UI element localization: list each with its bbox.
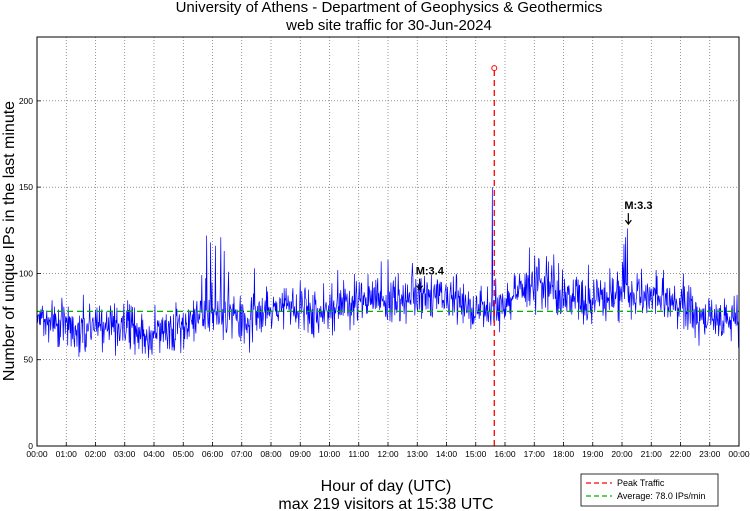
y-tick-label: 0 xyxy=(28,441,33,451)
x-tick-label: 10:00 xyxy=(319,449,341,459)
x-tick-label: 20:00 xyxy=(611,449,633,459)
y-axis-ticks: 0 50 100 150 200 xyxy=(19,96,41,451)
y-axis-label: Number of unique IPs in the last minute xyxy=(1,101,18,381)
y-tick-label: 50 xyxy=(24,355,34,365)
traffic-series xyxy=(36,187,740,359)
legend-peak-label: Peak Traffic xyxy=(617,478,665,488)
x-tick-label: 14:00 xyxy=(436,449,458,459)
x-tick-label: 00:00 xyxy=(26,449,48,459)
x-tick-label: 09:00 xyxy=(290,449,312,459)
peak-marker xyxy=(491,65,498,72)
x-tick-label: 15:00 xyxy=(465,449,487,459)
grid-lines xyxy=(37,37,739,446)
traffic-line xyxy=(36,187,740,359)
x-tick-label: 16:00 xyxy=(494,449,516,459)
x-tick-label: 03:00 xyxy=(114,449,136,459)
x-tick-label: 12:00 xyxy=(377,449,399,459)
x-tick-label: 11:00 xyxy=(348,449,369,459)
x-tick-label: 22:00 xyxy=(670,449,692,459)
chart-subtitle: max 219 visitors at 15:38 UTC xyxy=(278,496,493,511)
y-tick-label: 200 xyxy=(19,96,33,106)
x-tick-label: 05:00 xyxy=(173,449,195,459)
x-tick-label: 02:00 xyxy=(85,449,107,459)
legend-average-label: Average: 78.0 IPs/min xyxy=(617,491,705,501)
x-tick-label: 17:00 xyxy=(524,449,546,459)
x-tick-label: 08:00 xyxy=(260,449,282,459)
x-tick-label: 01:00 xyxy=(56,449,78,459)
x-axis-label: Hour of day (UTC) xyxy=(321,478,452,495)
y-tick-label: 100 xyxy=(19,268,33,278)
annotation-label: M:3.4 xyxy=(416,266,445,278)
annotation-label: M:3.3 xyxy=(624,200,652,212)
x-axis-ticks: 00:00 01:00 02:00 03:00 04:00 05:00 06:00 07:00… xyxy=(26,442,750,459)
annotation-arrow xyxy=(416,278,424,291)
x-tick-label: 18:00 xyxy=(553,449,575,459)
chart-title-line-2: web site traffic for 30-Jun-2024 xyxy=(285,17,492,34)
x-tick-label: 07:00 xyxy=(231,449,253,459)
event-annotations: M:3.4 M:3.3 xyxy=(416,200,652,291)
y-tick-label: 150 xyxy=(19,182,33,192)
x-tick-label: 21:00 xyxy=(641,449,663,459)
x-tick-label: 04:00 xyxy=(143,449,165,459)
x-tick-label: 13:00 xyxy=(407,449,429,459)
chart-title-line-1: University of Athens - Department of Geo… xyxy=(176,0,603,16)
legend-box xyxy=(580,473,719,507)
x-tick-label: 00:00 xyxy=(728,449,750,459)
x-tick-label: 06:00 xyxy=(202,449,224,459)
reference-lines xyxy=(37,65,739,446)
legend: Peak Traffic Average: 78.0 IPs/min xyxy=(580,473,719,507)
x-tick-label: 19:00 xyxy=(582,449,604,459)
x-tick-label: 23:00 xyxy=(699,449,721,459)
annotation-arrow xyxy=(624,213,632,226)
